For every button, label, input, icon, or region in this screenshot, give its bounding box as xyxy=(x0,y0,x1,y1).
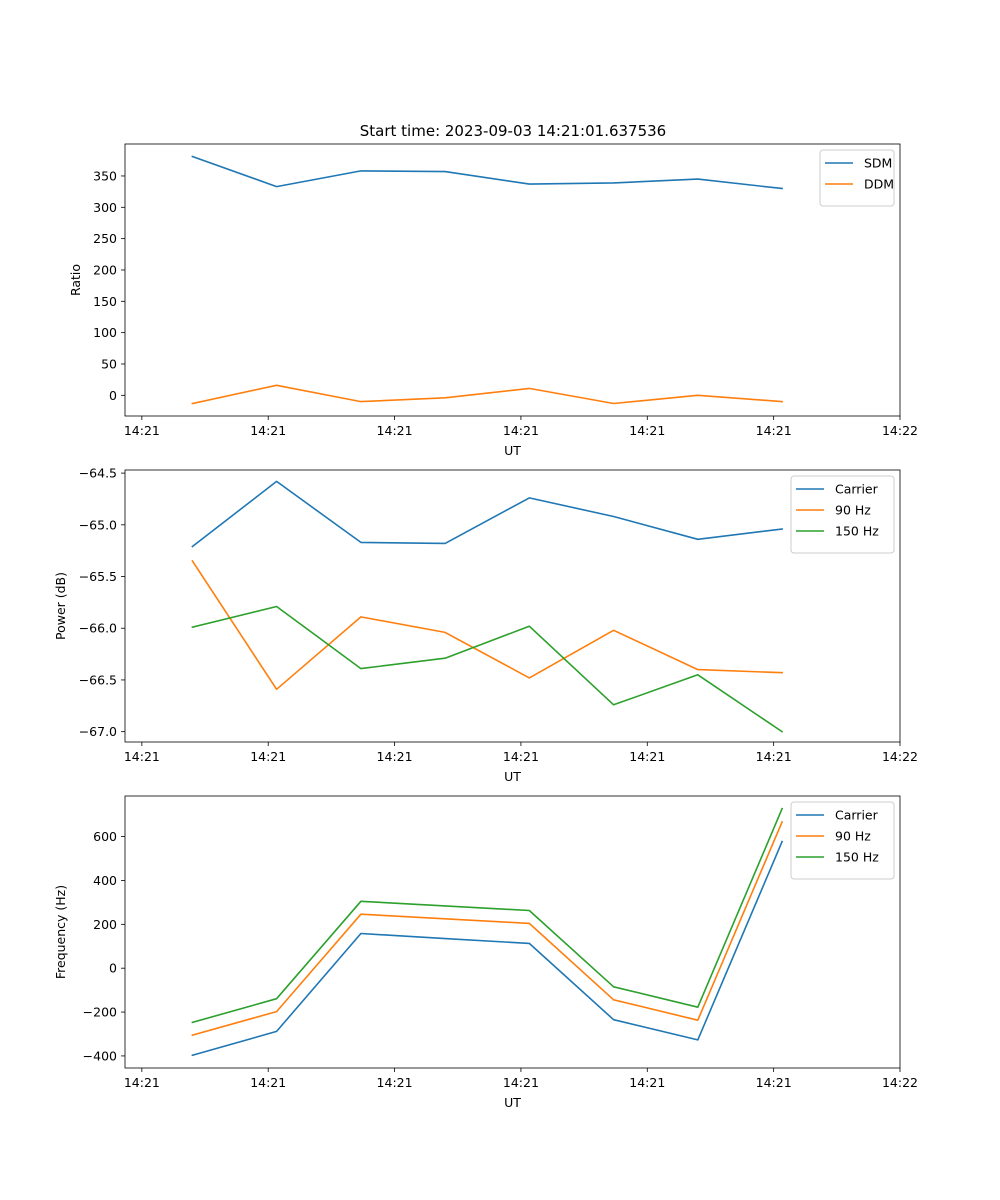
frequency-xtick-label: 14:21 xyxy=(503,1075,539,1090)
frequency-xlabel: UT xyxy=(504,1095,521,1110)
power-xtick-label: 14:21 xyxy=(503,749,539,764)
ratio-ytick-label: 150 xyxy=(93,294,117,309)
frequency-ytick-label: 600 xyxy=(93,829,117,844)
ratio-legend-label-ddm: DDM xyxy=(864,177,894,192)
frequency-ylabel: Frequency (Hz) xyxy=(53,885,68,979)
ratio-xtick-label: 14:21 xyxy=(124,423,160,438)
frequency-panel: 14:21 14:21 14:21 14:21 14:21 14:21 14:22 −400 −… xyxy=(53,795,918,1110)
ratio-ytick-label: 300 xyxy=(93,200,117,215)
ratio-axes-frame xyxy=(124,143,901,417)
ratio-ytick-label: 0 xyxy=(109,388,117,403)
ratio-ytick-label: 350 xyxy=(93,168,117,183)
frequency-ytick-label: −400 xyxy=(83,1048,117,1063)
power-xtick-label: 14:21 xyxy=(250,749,286,764)
ratio-xlabel: UT xyxy=(504,443,521,458)
power-legend: Carrier 90 Hz 150 Hz xyxy=(790,475,895,554)
frequency-legend: Carrier 90 Hz 150 Hz xyxy=(790,801,895,880)
frequency-legend-label-carrier: Carrier xyxy=(835,808,879,823)
power-xtick-label: 14:21 xyxy=(629,749,665,764)
power-ytick-label: −64.5 xyxy=(79,466,117,481)
panels: 14:21 14:21 14:21 14:21 14:21 14:21 14:22 0 50 10… xyxy=(53,143,918,1110)
power-ylabel: Power (dB) xyxy=(53,572,68,640)
frequency-legend-label-90-hz: 90 Hz xyxy=(835,829,871,844)
ratio-ytick-label: 50 xyxy=(101,356,117,371)
power-xlabel: UT xyxy=(504,769,521,784)
ratio-ylabel: Ratio xyxy=(68,264,83,296)
figure-title: Start time: 2023-09-03 14:21:01.637536 xyxy=(360,122,666,140)
ratio-panel: 14:21 14:21 14:21 14:21 14:21 14:21 14:22 0 50 10… xyxy=(68,143,918,458)
frequency-axes-frame xyxy=(124,795,901,1069)
power-xtick-label: 14:21 xyxy=(124,749,160,764)
power-legend-label-150-hz: 150 Hz xyxy=(835,524,879,539)
power-ytick-label: −67.0 xyxy=(79,724,117,739)
power-ytick-label: −66.5 xyxy=(79,672,117,687)
frequency-series-150-hz-line xyxy=(191,807,784,1024)
frequency-xtick-label: 14:21 xyxy=(250,1075,286,1090)
frequency-series-carrier-line xyxy=(191,840,784,1057)
power-series-carrier-line xyxy=(191,480,783,548)
power-ytick-label: −65.5 xyxy=(79,569,117,584)
power-xtick-label: 14:22 xyxy=(882,749,918,764)
power-xtick-label: 14:21 xyxy=(756,749,792,764)
ratio-legend-box xyxy=(819,149,895,207)
power-series-90-hz-line xyxy=(191,559,783,691)
ratio-series-ddm-line xyxy=(191,384,783,405)
ratio-xtick-label: 14:21 xyxy=(250,423,286,438)
ratio-xtick-label: 14:21 xyxy=(756,423,792,438)
frequency-ytick-label: 0 xyxy=(109,961,117,976)
frequency-legend-label-150-hz: 150 Hz xyxy=(835,850,879,865)
power-ytick-label: −65.0 xyxy=(79,517,117,532)
frequency-xtick-label: 14:22 xyxy=(882,1075,918,1090)
ratio-xtick-label: 14:22 xyxy=(882,423,918,438)
frequency-xtick-label: 14:21 xyxy=(756,1075,792,1090)
power-xtick-label: 14:21 xyxy=(377,749,413,764)
frequency-ytick-label: 400 xyxy=(93,873,117,888)
frequency-xtick-label: 14:21 xyxy=(377,1075,413,1090)
power-panel: 14:21 14:21 14:21 14:21 14:21 14:21 14:22 −67.0… xyxy=(53,466,918,784)
frequency-legend-box xyxy=(790,801,895,880)
frequency-ytick-label: 200 xyxy=(93,917,117,932)
ratio-xtick-label: 14:21 xyxy=(629,423,665,438)
frequency-series-90-hz-line xyxy=(191,820,784,1037)
ratio-ytick-label: 200 xyxy=(93,262,117,277)
power-legend-box xyxy=(790,475,895,554)
ratio-legend: SDM DDM xyxy=(819,149,895,207)
ratio-legend-label-sdm: SDM xyxy=(864,156,892,171)
ratio-ytick-label: 250 xyxy=(93,231,117,246)
ratio-ytick-label: 100 xyxy=(93,325,117,340)
power-legend-label-carrier: Carrier xyxy=(835,482,879,497)
ratio-series-sdm-line xyxy=(191,155,783,190)
power-axes-frame xyxy=(124,469,901,743)
frequency-xtick-label: 14:21 xyxy=(124,1075,160,1090)
frequency-ytick-label: −200 xyxy=(83,1005,117,1020)
ratio-xtick-label: 14:21 xyxy=(377,423,413,438)
power-series-150-hz-line xyxy=(191,605,784,733)
frequency-xtick-label: 14:21 xyxy=(629,1075,665,1090)
ratio-xtick-label: 14:21 xyxy=(503,423,539,438)
power-ytick-label: −66.0 xyxy=(79,621,117,636)
power-legend-label-90-hz: 90 Hz xyxy=(835,503,871,518)
